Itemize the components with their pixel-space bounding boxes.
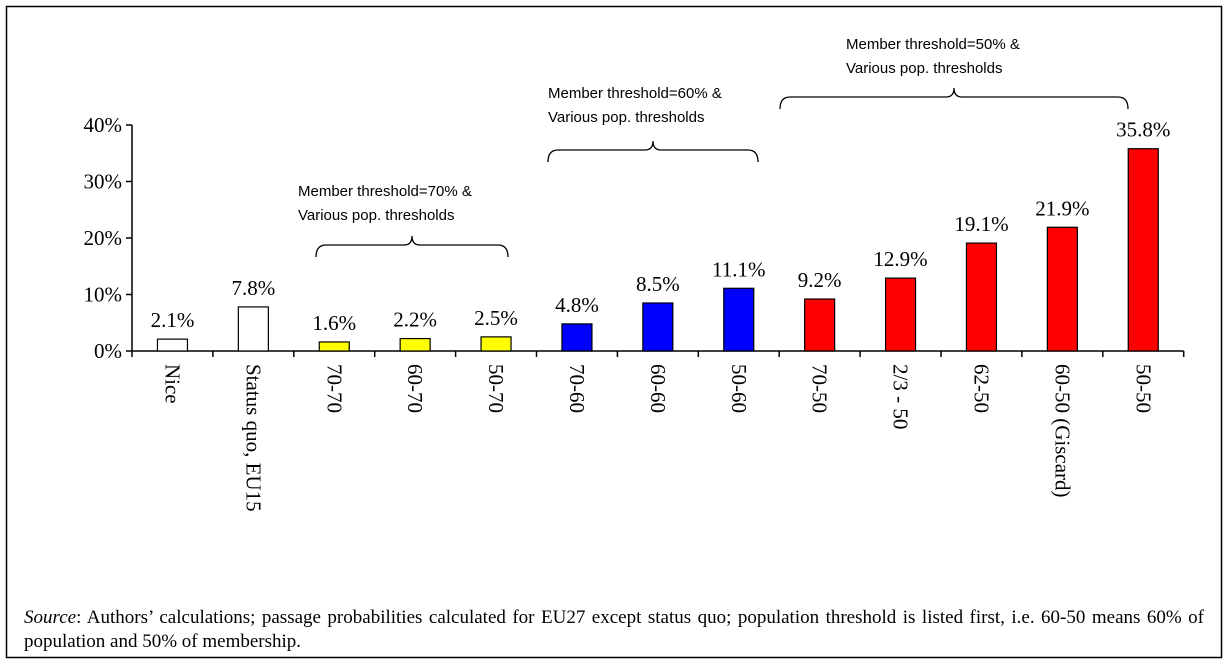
- bar: [1127, 148, 1159, 352]
- x-tick-label: Status quo, EU15: [241, 364, 265, 512]
- value-label: 12.9%: [873, 247, 927, 271]
- x-tick-label: 2/3 - 50: [889, 364, 913, 429]
- bar: [399, 337, 431, 352]
- value-label: 21.9%: [1035, 196, 1089, 220]
- value-label: 4.8%: [555, 293, 599, 317]
- bar: [884, 277, 917, 352]
- bar: [237, 306, 269, 352]
- bar: [804, 298, 836, 352]
- x-tick-label: 70-60: [565, 364, 589, 413]
- x-tick-label: 70-50: [808, 364, 832, 413]
- y-tick-label: 30%: [84, 170, 123, 194]
- y-tick-label: 20%: [84, 226, 123, 250]
- annotation: Various pop. thresholds: [548, 109, 704, 126]
- value-label: 2.1%: [151, 308, 195, 332]
- value-label: 19.1%: [954, 212, 1008, 236]
- value-label: 2.2%: [393, 308, 437, 332]
- annotation: Various pop. thresholds: [846, 60, 1002, 77]
- brace: [315, 235, 509, 258]
- annotation: Various pop. thresholds: [298, 207, 454, 224]
- source-note: Source: Authors’ calculations; passage p…: [24, 606, 1204, 654]
- x-tick-label: 62-50: [969, 364, 993, 413]
- x-tick-label: Nice: [160, 364, 184, 404]
- value-label: 1.6%: [312, 311, 356, 335]
- bar: [561, 323, 593, 352]
- annotation: Member threshold=50% &: [846, 36, 1020, 53]
- y-tick-label: 0%: [94, 339, 122, 363]
- x-tick-label: 60-70: [403, 364, 427, 413]
- bar: [318, 341, 350, 352]
- x-tick-label: 50-50: [1131, 364, 1155, 413]
- bar: [156, 338, 189, 352]
- value-label: 2.5%: [474, 306, 518, 330]
- bar: [642, 302, 674, 352]
- source-text: : Authors’ calculations; passage probabi…: [24, 607, 1204, 652]
- value-label: 8.5%: [636, 272, 680, 296]
- annotation: Member threshold=60% &: [548, 85, 722, 102]
- x-tick-label: 50-70: [484, 364, 508, 413]
- source-label: Source: [24, 607, 77, 628]
- brace: [547, 140, 759, 163]
- x-tick-label: 50-60: [727, 364, 751, 413]
- value-label: 11.1%: [712, 257, 765, 281]
- y-tick-label: 10%: [84, 283, 123, 307]
- bar: [480, 336, 512, 352]
- annotation: Member threshold=70% &: [298, 183, 472, 200]
- value-label: 35.8%: [1116, 118, 1170, 142]
- x-tick-label: 60-50 (Giscard): [1050, 364, 1074, 498]
- y-tick-label: 40%: [84, 113, 123, 137]
- bar: [723, 287, 755, 352]
- x-tick-label: 70-70: [322, 364, 346, 413]
- brace: [779, 87, 1129, 110]
- x-tick-label: 60-60: [646, 364, 670, 413]
- value-label: 7.8%: [231, 276, 275, 300]
- frame: [5, 5, 1223, 659]
- bar: [1046, 226, 1078, 352]
- value-label: 9.2%: [798, 268, 842, 292]
- bar: [965, 242, 998, 352]
